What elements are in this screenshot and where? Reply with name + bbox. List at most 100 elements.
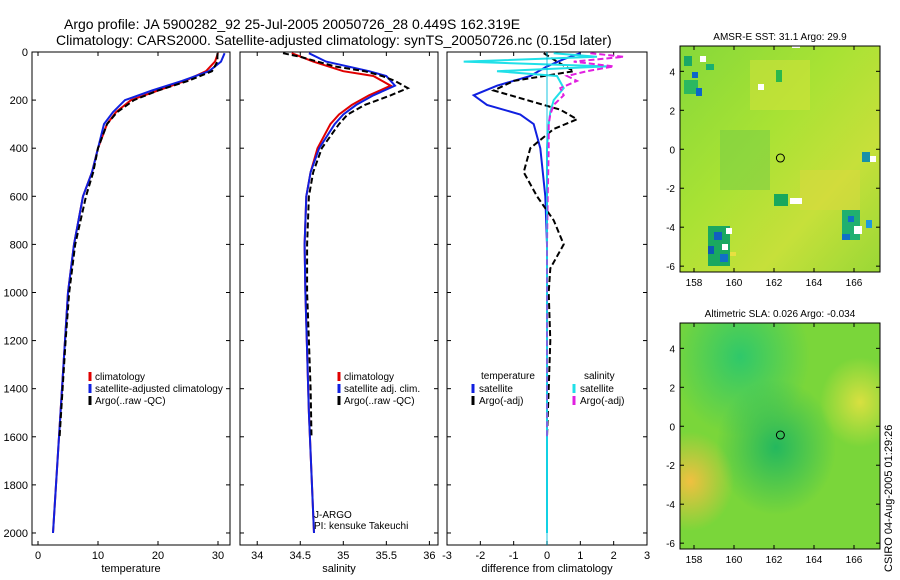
y-tick-label: 200 — [10, 95, 28, 107]
sst-pixel-patch — [684, 56, 692, 66]
sst-pixel-patch — [774, 194, 788, 206]
sst-pixel-patch — [730, 252, 736, 256]
argo-position-marker — [775, 430, 785, 440]
x-axis-label: difference from climatology — [481, 563, 613, 575]
x-tick-label: 162 — [766, 555, 783, 566]
series-line-satellite-adj--clim- — [303, 52, 397, 534]
sst-pixel-patch — [696, 88, 702, 96]
temperature-panel: 0 10 20 30 0 200 400 600 800 1000 1200 1400 1600 1800… — [4, 47, 231, 575]
x-tick-label: 164 — [806, 278, 823, 289]
series-line-argo---raw--qc- — [58, 53, 219, 437]
sst-pixel-patch — [776, 70, 782, 82]
y-tick-label: 0 — [22, 47, 28, 59]
sst-map — [680, 42, 880, 272]
sst-pixel-patch — [684, 80, 698, 94]
y-tick-label: 600 — [10, 191, 28, 203]
pi-annotation: J-ARGO — [314, 510, 352, 521]
sst-cool-patch — [720, 130, 770, 190]
y-tick-label: 4 — [669, 67, 675, 78]
y-tick-label: 0 — [669, 422, 675, 433]
x-tick-label: 160 — [726, 278, 743, 289]
x-tick-label: 158 — [686, 555, 703, 566]
x-tick-label: 166 — [846, 555, 863, 566]
y-tick-label: 800 — [10, 239, 28, 251]
sst-pixel-patch — [708, 246, 714, 254]
temperature-series-group — [52, 52, 226, 534]
salinity-panel: 34 34.5 35 35.5 36 salinity climatologysatelli… — [239, 51, 439, 575]
y-tick-label: -2 — [666, 461, 675, 472]
sst-warm-patch — [800, 170, 860, 210]
temperature-frame — [31, 51, 231, 546]
x-axis-label: temperature — [101, 563, 160, 575]
x-tick-label: 10 — [92, 550, 104, 562]
y-tick-label: 1600 — [4, 432, 28, 444]
sst-pixel-patch — [720, 254, 728, 262]
sst-missing-patch — [790, 198, 802, 204]
y-tick-label: 1200 — [4, 336, 28, 348]
legend-label: climatology — [95, 372, 145, 383]
y-tick-label: -6 — [666, 539, 675, 550]
title-line-1: Argo profile: JA 5900282_92 25-Jul-2005 … — [64, 16, 521, 32]
x-tick-label: 0 — [35, 550, 41, 562]
x-tick-label: 0 — [544, 550, 550, 562]
x-tick-label: 30 — [212, 550, 224, 562]
x-tick-label: 3 — [644, 550, 650, 562]
title-line-2: Climatology: CARS2000. Satellite-adjuste… — [56, 32, 612, 48]
sst-map-axes: AMSR-E SST: 31.1 Argo: 29.9 158 160 162 164 1… — [666, 32, 881, 289]
y-tick-label: -4 — [666, 223, 675, 234]
sla_map-frame — [679, 322, 881, 550]
x-axis-label: salinity — [322, 563, 356, 575]
x-tick-label: 34 — [251, 550, 263, 562]
x-tick-label: -2 — [475, 550, 485, 562]
y-tick-label: 0 — [669, 145, 675, 156]
x-tick-label: 35.5 — [376, 550, 397, 562]
x-tick-label: 35 — [337, 550, 349, 562]
legend-label: satellite — [580, 384, 614, 395]
x-tick-label: 36 — [423, 550, 435, 562]
x-tick-label: 1 — [577, 550, 583, 562]
map-title: AMSR-E SST: 31.1 Argo: 29.9 — [713, 32, 847, 43]
salinity-series-group — [282, 52, 411, 534]
legend-label: climatology — [344, 372, 394, 383]
y-tick-label: -2 — [666, 184, 675, 195]
sla-map — [680, 323, 880, 549]
difference-panel: -3 -2 -1 0 1 2 3 difference from climatology tem… — [442, 51, 650, 575]
legend-title: temperature — [481, 371, 535, 382]
x-tick-label: 2 — [611, 550, 617, 562]
sla-map-axes: Altimetric SLA: 0.026 Argo: -0.034 158 160… — [666, 309, 881, 566]
sst-pixel-patch — [848, 216, 854, 222]
y-tick-label: 2 — [669, 106, 675, 117]
sst-missing-patch — [870, 156, 876, 162]
legend-label: satellite — [479, 384, 513, 395]
pi-annotation: PI: kensuke Takeuchi — [314, 521, 408, 532]
sst-pixel-patch — [714, 232, 722, 240]
x-tick-label: 20 — [152, 550, 164, 562]
sst_map-frame — [679, 45, 881, 273]
sst-pixel-patch — [842, 234, 850, 240]
y-tick-label: -4 — [666, 500, 675, 511]
legend-label: Argo(-adj) — [479, 396, 523, 407]
sst-missing-patch — [792, 42, 800, 48]
y-tick-label: 2000 — [4, 528, 28, 540]
sst-pixel-patch — [866, 220, 872, 228]
x-tick-label: 160 — [726, 555, 743, 566]
x-tick-label: 34.5 — [290, 550, 311, 562]
legend-label: Argo(-adj) — [580, 396, 624, 407]
x-tick-label: -1 — [509, 550, 519, 562]
sst-missing-patch — [854, 226, 862, 234]
y-tick-label: 1400 — [4, 384, 28, 396]
series-line-argo---raw--qc- — [282, 52, 411, 437]
x-tick-label: -3 — [442, 550, 452, 562]
legend-label: satellite adj. clim. — [344, 384, 420, 395]
argo-position-marker — [775, 153, 785, 163]
legend-title: salinity — [584, 371, 615, 382]
y-tick-label: 1800 — [4, 480, 28, 492]
sst-missing-patch — [700, 56, 706, 62]
legend-label: Argo(..raw -QC) — [95, 396, 166, 407]
x-tick-label: 162 — [766, 278, 783, 289]
y-tick-label: 1000 — [4, 287, 28, 299]
x-tick-label: 164 — [806, 555, 823, 566]
x-tick-label: 166 — [846, 278, 863, 289]
sst-missing-patch — [726, 228, 732, 234]
